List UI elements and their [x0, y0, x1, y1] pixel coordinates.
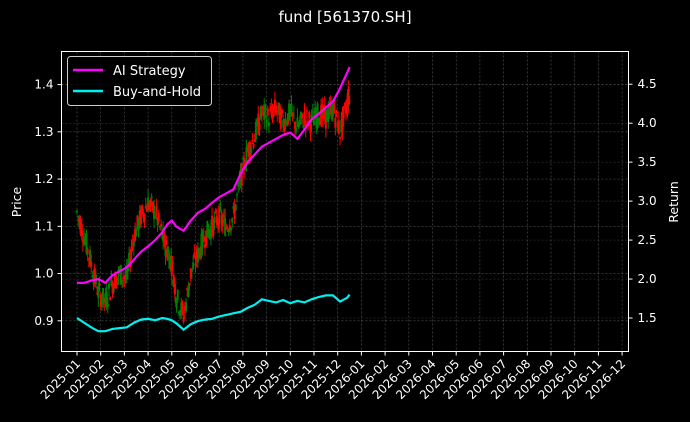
- chart-title: fund [561370.SH]: [278, 8, 412, 26]
- y2-tick-label: 3.5: [638, 155, 657, 169]
- y-tick-label: 1.0: [34, 267, 53, 281]
- y-axis-label: Price: [9, 186, 24, 217]
- y2-tick-label: 2.5: [638, 233, 657, 247]
- buy-and-hold-line: [76, 293, 351, 333]
- x-axis-ticks: 2025-012025-022025-032025-042025-052025-…: [38, 351, 628, 402]
- right-axis-ticks: 1.5 2.0 2.5 3.0 3.5 4.0 4.5: [628, 77, 657, 325]
- y2-tick-label: 3.0: [638, 194, 657, 208]
- y2-tick-label: 4.5: [638, 77, 657, 91]
- legend-bh-label: Buy-and-Hold: [113, 85, 201, 100]
- legend-box: [67, 56, 212, 106]
- y-tick-label: 1.2: [34, 172, 53, 186]
- ai-strategy-line: [77, 66, 351, 285]
- y-tick-label: 1.3: [34, 125, 53, 139]
- price-candles: [76, 80, 351, 325]
- left-axis-ticks: 0.9 1.0 1.1 1.2 1.3 1.4: [34, 78, 62, 328]
- y-tick-label: 0.9: [34, 314, 53, 328]
- y2-axis-label: Return: [666, 181, 681, 222]
- y2-tick-label: 2.0: [638, 272, 657, 286]
- y2-tick-label: 1.5: [638, 311, 657, 325]
- y-tick-label: 1.1: [34, 219, 53, 233]
- y2-tick-label: 4.0: [638, 116, 657, 130]
- legend-ai-label: AI Strategy: [113, 64, 186, 79]
- legend: AI Strategy Buy-and-Hold: [67, 56, 212, 106]
- y-tick-label: 1.4: [34, 78, 53, 92]
